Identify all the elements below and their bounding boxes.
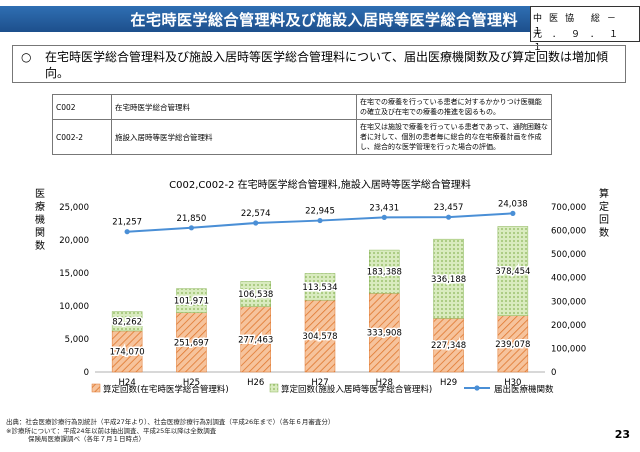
line-point xyxy=(188,225,195,231)
footer-survey: 保険局医療課調べ（各年７月１日時点） xyxy=(28,435,145,443)
data-label-institutions: 23,431 xyxy=(369,203,399,213)
table-row: C002-2 施設入居時等医学総合管理料 在宅又は施設で療養を行っている患者であ… xyxy=(52,119,552,155)
left-tick-label: 20,000 xyxy=(59,236,89,246)
legend-swatch-shisetsu xyxy=(269,383,279,393)
line-point xyxy=(445,214,452,220)
summary-box: ○ 在宅時医学総合管理料及び施設入居時等医学総合管理料について、届出医療機関数及… xyxy=(12,45,626,83)
data-label-shisetsu: 106,538 xyxy=(238,290,273,300)
left-tick-label: 25,000 xyxy=(59,203,89,213)
legend-swatch-zaitaku xyxy=(91,383,101,393)
category-label: H26 xyxy=(247,378,264,388)
data-label-zaitaku: 304,578 xyxy=(302,332,337,342)
data-label-shisetsu: 183,388 xyxy=(367,268,402,278)
data-label-shisetsu: 378,454 xyxy=(495,267,530,277)
name-cell: 在宅時医学総合管理料 xyxy=(111,94,357,120)
footer-source: 出典：社会医療診療行為別統計（平成27年より）、社会医療診療行為別調査（平成26… xyxy=(6,418,335,426)
table-row: C002 在宅時医学総合管理料 在宅での療養を行っている患者に対するかかりつけ医… xyxy=(52,94,552,120)
category-label: H29 xyxy=(440,378,457,388)
bar-shisetsu xyxy=(304,273,336,301)
right-tick-label: 600,000 xyxy=(551,227,586,237)
data-label-institutions: 23,457 xyxy=(434,203,464,213)
category-label: H25 xyxy=(183,378,200,388)
category-label: H27 xyxy=(311,378,328,388)
line-point xyxy=(317,217,323,224)
chart-title: C002,C002-2 在宅時医学総合管理料,施設入居時等医学総合管理料 xyxy=(169,178,471,191)
bar-shisetsu xyxy=(497,226,529,316)
bar-shisetsu xyxy=(369,249,400,294)
data-label-institutions: 21,257 xyxy=(112,218,142,228)
legend-label-institutions: 届出医療機関数 xyxy=(494,384,554,395)
left-tick-label: 10,000 xyxy=(59,302,89,312)
bullet-mark: ○ xyxy=(21,50,32,64)
left-tick-label: 15,000 xyxy=(59,269,89,279)
footer-note: ※診療所について：平成24年以前は抽出調査、平成25年以降は全数調査 xyxy=(6,426,217,435)
data-label-institutions: 24,038 xyxy=(498,199,528,209)
legend-marker-institutions xyxy=(474,385,480,391)
bar-zaitaku xyxy=(433,318,464,373)
right-tick-label: 300,000 xyxy=(551,297,586,307)
bar-shisetsu xyxy=(176,288,207,313)
right-axis-label: 算定回数 xyxy=(599,187,609,239)
left-tick-label: 0 xyxy=(84,368,89,378)
data-label-zaitaku: 174,070 xyxy=(110,347,145,357)
description-cell: 在宅又は施設で療養を行っている患者であって、通院困難な者に対して、個別の患者毎に… xyxy=(356,119,552,155)
header: 在宅時医学総合管理料及び施設入居時等医学総合管理料 中医協 総－１ 元．９．１１ xyxy=(0,0,640,53)
page-title: 在宅時医学総合管理料及び施設入居時等医学総合管理料 xyxy=(130,11,518,29)
data-label-zaitaku: 333,908 xyxy=(367,329,402,339)
data-label-zaitaku: 251,697 xyxy=(174,338,209,348)
meeting-badge: 中医協 総－１ 元．９．１１ xyxy=(530,6,640,53)
data-label-shisetsu: 101,971 xyxy=(174,297,209,307)
bar-shisetsu xyxy=(240,281,271,307)
right-tick-label: 400,000 xyxy=(551,274,586,284)
right-tick-label: 100,000 xyxy=(551,344,586,354)
line-point xyxy=(124,229,130,235)
description-cell: 在宅での療養を行っている患者に対するかかりつけ医機能の確立及び在宅での療養の推進… xyxy=(356,94,552,120)
left-tick-label: 5,000 xyxy=(65,335,89,345)
data-label-shisetsu: 113,534 xyxy=(302,283,337,293)
category-label: H30 xyxy=(504,378,521,388)
data-label-institutions: 21,850 xyxy=(177,214,207,224)
legend-label-shisetsu: 算定回数(施設入居時等医学総合管理料) xyxy=(281,384,432,395)
footer-notes: 出典：社会医療診療行為別統計（平成27年より）、社会医療診療行為別調査（平成26… xyxy=(6,418,334,444)
data-label-shisetsu: 82,262 xyxy=(112,317,142,327)
data-label-institutions: 22,574 xyxy=(241,209,271,219)
code-cell: C002 xyxy=(52,94,112,120)
data-label-zaitaku: 227,348 xyxy=(431,341,466,351)
data-label-institutions: 22,945 xyxy=(305,207,335,217)
right-tick-label: 700,000 xyxy=(551,203,586,213)
legend-label-zaitaku: 算定回数(在宅時医学総合管理料) xyxy=(103,384,229,395)
bar-zaitaku xyxy=(497,315,529,373)
right-tick-label: 0 xyxy=(551,368,556,378)
data-label-zaitaku: 239,078 xyxy=(495,340,530,350)
badge-line-1: 中医協 総－１ xyxy=(533,14,623,37)
right-tick-label: 200,000 xyxy=(551,321,586,331)
summary-text: 在宅時医学総合管理料及び施設入居時等医学総合管理料について、届出医療機関数及び算… xyxy=(45,50,609,80)
bar-zaitaku xyxy=(369,293,400,373)
definition-table: C002 在宅時医学総合管理料 在宅での療養を行っている患者に対するかかりつけ医… xyxy=(52,94,552,155)
bar-shisetsu xyxy=(111,311,143,332)
category-label: H28 xyxy=(376,378,393,388)
line-point xyxy=(381,214,387,220)
right-tick-label: 500,000 xyxy=(551,250,586,260)
name-cell: 施設入居時等医学総合管理料 xyxy=(111,119,357,155)
line-point xyxy=(253,220,259,226)
bar-zaitaku xyxy=(111,330,143,373)
title-band: 在宅時医学総合管理料及び施設入居時等医学総合管理料 xyxy=(0,6,530,32)
chart: C002,C002-2 在宅時医学総合管理料,施設入居時等医学総合管理料 医療機… xyxy=(35,178,609,395)
data-label-shisetsu: 336,188 xyxy=(431,275,466,285)
badge-line-2: 元．９．１１ xyxy=(533,30,629,53)
bar-zaitaku xyxy=(304,299,336,373)
line-point xyxy=(510,210,516,216)
code-cell: C002-2 xyxy=(52,119,112,155)
category-label: H24 xyxy=(119,378,136,388)
left-axis-label: 医療機関数 xyxy=(35,188,45,252)
page-number: 23 xyxy=(614,428,630,441)
data-label-zaitaku: 277,463 xyxy=(238,335,273,345)
bar-shisetsu xyxy=(433,238,464,319)
